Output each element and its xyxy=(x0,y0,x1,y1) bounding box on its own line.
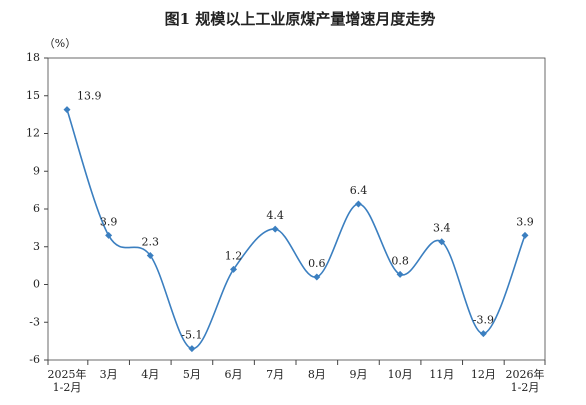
y-tick-label: 6 xyxy=(33,202,40,215)
y-tick-label: 18 xyxy=(26,51,40,64)
y-tick-label: 15 xyxy=(26,89,40,102)
x-tick-label: 4月 xyxy=(141,368,159,381)
y-tick-label: 0 xyxy=(33,278,40,291)
data-label: 3.4 xyxy=(433,222,451,235)
point-marker xyxy=(188,345,196,353)
point-marker xyxy=(271,225,279,233)
point-marker xyxy=(438,238,446,246)
point-marker xyxy=(354,200,362,208)
data-label: 2.3 xyxy=(142,236,160,249)
x-tick-label: 2025年 1-2月 xyxy=(48,367,87,394)
point-marker xyxy=(63,106,71,114)
x-tick-label: 11月 xyxy=(429,368,454,381)
x-tick-label: 8月 xyxy=(308,368,326,381)
point-marker xyxy=(105,231,113,239)
chart-title: 图1 规模以上工业原煤产量增速月度走势 xyxy=(165,10,436,28)
y-tick-label: 9 xyxy=(33,164,40,177)
data-label: 0.6 xyxy=(308,257,326,270)
point-marker xyxy=(521,231,529,239)
data-label: -3.9 xyxy=(473,314,494,327)
data-label: 0.8 xyxy=(391,254,409,267)
x-tick-label: 3月 xyxy=(100,368,118,381)
data-label: 4.4 xyxy=(266,209,284,222)
x-tick-label: 10月 xyxy=(388,368,413,381)
data-label: 6.4 xyxy=(350,184,368,197)
data-label: -5.1 xyxy=(181,329,202,342)
x-tick-label: 9月 xyxy=(349,368,367,381)
y-axis-label: （%） xyxy=(44,37,76,50)
x-tick-label: 5月 xyxy=(183,368,201,381)
point-marker xyxy=(230,265,238,273)
point-marker xyxy=(313,273,321,281)
data-label: 1.2 xyxy=(225,249,243,262)
x-tick-label: 2026年 1-2月 xyxy=(506,367,545,394)
y-tick-label: 3 xyxy=(33,240,40,253)
y-tick-label: -3 xyxy=(29,315,40,328)
y-tick-label: -6 xyxy=(29,353,40,366)
x-tick-label: 6月 xyxy=(225,368,243,381)
point-marker xyxy=(479,330,487,338)
point-marker xyxy=(146,252,154,260)
data-label: 13.9 xyxy=(77,90,102,103)
data-label: 3.9 xyxy=(516,215,534,228)
point-marker xyxy=(396,270,404,278)
y-tick-label: 12 xyxy=(26,127,40,140)
x-tick-label: 7月 xyxy=(266,368,284,381)
data-label: 3.9 xyxy=(100,215,118,228)
series-line xyxy=(66,109,526,350)
x-tick-label: 12月 xyxy=(471,368,496,381)
